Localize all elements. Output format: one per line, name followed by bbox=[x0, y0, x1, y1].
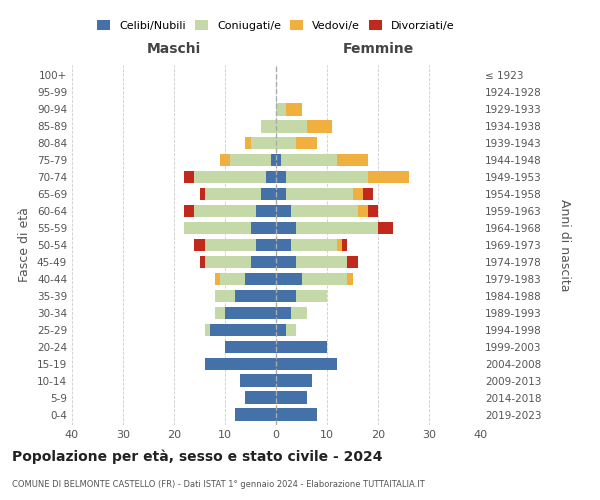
Bar bbox=[292, 238, 337, 252]
Bar bbox=[286, 324, 296, 336]
Bar bbox=[286, 188, 353, 200]
Bar bbox=[276, 204, 292, 218]
Bar bbox=[256, 238, 276, 252]
Bar bbox=[184, 204, 194, 218]
Bar bbox=[276, 136, 296, 149]
Text: COMUNE DI BELMONTE CASTELLO (FR) - Dati ISTAT 1° gennaio 2024 - Elaborazione TUT: COMUNE DI BELMONTE CASTELLO (FR) - Dati … bbox=[12, 480, 425, 489]
Bar bbox=[347, 256, 358, 268]
Bar bbox=[256, 204, 276, 218]
Bar bbox=[276, 256, 296, 268]
Bar bbox=[276, 272, 302, 285]
Bar bbox=[276, 324, 286, 336]
Bar bbox=[276, 222, 296, 234]
Bar bbox=[205, 358, 276, 370]
Bar bbox=[245, 392, 276, 404]
Bar bbox=[368, 170, 409, 183]
Bar bbox=[266, 170, 276, 183]
Bar bbox=[240, 374, 276, 387]
Bar bbox=[307, 120, 332, 132]
Bar bbox=[292, 306, 307, 320]
Bar bbox=[194, 238, 205, 252]
Bar bbox=[210, 324, 276, 336]
Bar bbox=[362, 188, 373, 200]
Bar bbox=[296, 256, 347, 268]
Bar bbox=[292, 204, 358, 218]
Bar bbox=[184, 222, 251, 234]
Bar bbox=[276, 290, 296, 302]
Bar bbox=[205, 238, 256, 252]
Bar bbox=[276, 103, 286, 116]
Bar bbox=[220, 272, 245, 285]
Bar bbox=[245, 272, 276, 285]
Bar bbox=[199, 256, 205, 268]
Bar bbox=[296, 222, 378, 234]
Bar bbox=[368, 204, 378, 218]
Bar bbox=[353, 188, 362, 200]
Bar bbox=[296, 290, 327, 302]
Bar bbox=[347, 272, 353, 285]
Bar bbox=[194, 170, 266, 183]
Bar bbox=[276, 358, 337, 370]
Bar bbox=[276, 408, 317, 421]
Bar bbox=[215, 306, 225, 320]
Bar bbox=[276, 374, 312, 387]
Bar bbox=[276, 120, 307, 132]
Bar bbox=[251, 256, 276, 268]
Bar bbox=[296, 136, 317, 149]
Bar bbox=[276, 170, 286, 183]
Bar bbox=[378, 222, 394, 234]
Bar bbox=[184, 170, 194, 183]
Text: Popolazione per età, sesso e stato civile - 2024: Popolazione per età, sesso e stato civil… bbox=[12, 450, 383, 464]
Bar bbox=[215, 272, 220, 285]
Bar bbox=[358, 204, 368, 218]
Bar bbox=[220, 154, 230, 166]
Bar bbox=[337, 238, 342, 252]
Y-axis label: Fasce di età: Fasce di età bbox=[19, 208, 31, 282]
Bar bbox=[276, 188, 286, 200]
Bar bbox=[281, 154, 337, 166]
Bar bbox=[342, 238, 347, 252]
Bar bbox=[276, 340, 327, 353]
Bar bbox=[245, 136, 251, 149]
Bar bbox=[276, 238, 292, 252]
Y-axis label: Anni di nascita: Anni di nascita bbox=[558, 198, 571, 291]
Bar bbox=[235, 408, 276, 421]
Bar bbox=[286, 103, 302, 116]
Bar bbox=[205, 256, 251, 268]
Bar bbox=[286, 170, 368, 183]
Bar bbox=[225, 306, 276, 320]
Bar bbox=[225, 340, 276, 353]
Bar bbox=[215, 290, 235, 302]
Bar bbox=[271, 154, 276, 166]
Bar bbox=[276, 154, 281, 166]
Bar bbox=[260, 188, 276, 200]
Text: Femmine: Femmine bbox=[343, 42, 413, 56]
Bar bbox=[235, 290, 276, 302]
Text: Maschi: Maschi bbox=[147, 42, 201, 56]
Bar bbox=[337, 154, 368, 166]
Bar bbox=[194, 204, 256, 218]
Bar bbox=[251, 222, 276, 234]
Bar bbox=[199, 188, 205, 200]
Bar bbox=[205, 324, 210, 336]
Bar bbox=[260, 120, 276, 132]
Bar bbox=[251, 136, 276, 149]
Bar bbox=[230, 154, 271, 166]
Legend: Celibi/Nubili, Coniugati/e, Vedovi/e, Divorziati/e: Celibi/Nubili, Coniugati/e, Vedovi/e, Di… bbox=[97, 20, 455, 31]
Bar bbox=[205, 188, 260, 200]
Bar bbox=[276, 392, 307, 404]
Bar bbox=[276, 306, 292, 320]
Bar bbox=[302, 272, 347, 285]
